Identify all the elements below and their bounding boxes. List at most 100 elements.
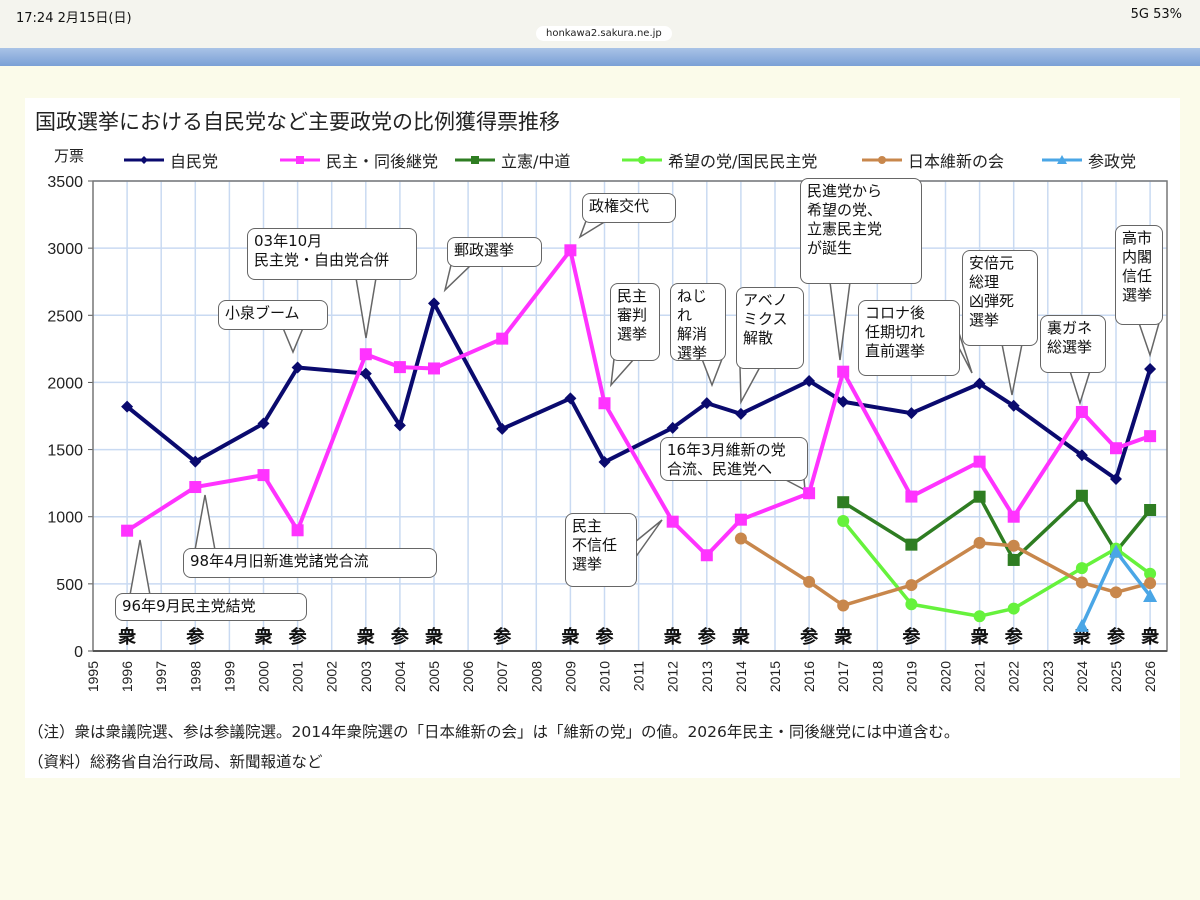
x-tick-label: 2019 xyxy=(903,661,919,692)
data-point xyxy=(1110,586,1122,599)
legend-item-dpfp: 希望の党/国民民主党 xyxy=(620,148,817,172)
y-axis-label: 万票 xyxy=(54,147,85,165)
data-point xyxy=(1110,442,1122,455)
x-tick-label: 1995 xyxy=(85,661,101,692)
y-tick-label: 1000 xyxy=(47,510,83,527)
data-point xyxy=(564,244,577,257)
y-tick-label: 2000 xyxy=(47,375,83,392)
annotation-callout: ねじれ 解消 選挙 xyxy=(670,283,726,362)
data-point xyxy=(393,361,406,374)
data-point xyxy=(1007,399,1020,412)
series-line-cdp xyxy=(842,494,1152,562)
callout-pointer xyxy=(739,366,762,405)
legend-swatch-icon xyxy=(280,156,320,164)
x-tick-label: 2007 xyxy=(494,661,510,692)
election-type-label: 参 xyxy=(902,626,921,648)
election-type-label: 衆 xyxy=(118,626,136,648)
data-point xyxy=(803,575,816,588)
election-type-label: 参 xyxy=(186,626,205,648)
annotation-callout: 民進党から 希望の党、 立憲民主党 が誕生 xyxy=(800,178,922,284)
legend-label: 日本維新の会 xyxy=(908,152,1005,171)
series-ishin xyxy=(734,532,1157,612)
annotation-callout: アベノ ミクス 解散 xyxy=(736,287,804,369)
data-point xyxy=(291,524,304,537)
data-point xyxy=(1007,553,1020,566)
x-tick-label: 2011 xyxy=(631,661,647,691)
data-point xyxy=(189,455,202,468)
election-type-label: 参 xyxy=(289,626,308,648)
status-signal-battery: 5G 53% xyxy=(1130,7,1182,22)
data-point xyxy=(359,367,372,380)
callout-pointer xyxy=(281,327,305,354)
data-point xyxy=(1007,539,1020,552)
election-type-label: 衆 xyxy=(357,626,375,648)
data-point xyxy=(803,487,816,500)
callout-pointer xyxy=(355,277,377,339)
site-banner xyxy=(0,48,1200,66)
x-tick-label: 2010 xyxy=(597,661,613,692)
data-point xyxy=(837,395,850,408)
data-point xyxy=(121,400,134,413)
annotation-callout: 高市 内閣 信任 選挙 xyxy=(1115,225,1163,325)
data-point xyxy=(291,361,304,374)
x-tick-label: 2000 xyxy=(256,661,272,692)
y-tick-label: 0 xyxy=(74,644,83,661)
x-tick-label: 1996 xyxy=(119,661,135,692)
status-time: 17:24 2月15日(日) xyxy=(16,11,132,26)
election-type-label: 参 xyxy=(1005,626,1024,648)
data-point xyxy=(1075,449,1088,462)
legend-swatch-icon xyxy=(1042,155,1082,164)
y-tick-label: 3000 xyxy=(47,241,83,258)
callout-pointer xyxy=(1137,322,1160,358)
election-type-label: 衆 xyxy=(732,626,750,648)
data-point xyxy=(1143,588,1158,602)
x-tick-label: 2014 xyxy=(733,661,749,692)
x-tick-label: 2018 xyxy=(869,661,885,692)
callout-pointer xyxy=(700,358,724,388)
legend-swatch-icon xyxy=(124,156,164,164)
data-point xyxy=(973,377,986,390)
url-bar[interactable]: honkawa2.sakura.ne.jp xyxy=(536,26,672,41)
annotation-callout: 民主 不信任 選挙 xyxy=(565,513,637,587)
data-point xyxy=(1075,405,1088,418)
callout-pointer xyxy=(129,539,151,596)
data-point xyxy=(496,332,509,345)
y-tick-label: 3500 xyxy=(47,174,83,191)
legend-label: 参政党 xyxy=(1088,152,1137,171)
x-tick-label: 2012 xyxy=(665,661,681,692)
election-type-label: 参 xyxy=(391,626,410,648)
data-point xyxy=(837,515,850,528)
y-tick-label: 2500 xyxy=(47,308,83,325)
y-tick-label: 1500 xyxy=(47,443,83,460)
x-tick-label: 2013 xyxy=(699,661,715,692)
data-point xyxy=(1075,576,1088,589)
data-point xyxy=(564,392,577,405)
x-tick-label: 2021 xyxy=(972,661,988,692)
data-point xyxy=(973,610,986,623)
election-type-label: 参 xyxy=(596,626,615,648)
callout-pointer xyxy=(829,281,851,361)
data-point xyxy=(257,417,270,430)
data-point xyxy=(1007,510,1020,523)
data-point xyxy=(1075,562,1088,575)
data-point xyxy=(905,538,918,551)
x-tick-label: 2003 xyxy=(358,661,374,692)
data-point xyxy=(496,422,509,435)
callout-pointer xyxy=(194,494,216,551)
election-type-label: 参 xyxy=(1107,626,1126,648)
annotation-callout: 小泉ブーム xyxy=(218,300,328,330)
legend-item-ldp: 自民党 xyxy=(122,148,218,172)
x-tick-label: 2022 xyxy=(1006,661,1022,692)
x-tick-label: 2006 xyxy=(460,661,476,692)
data-point xyxy=(1007,602,1020,615)
data-point xyxy=(905,598,918,611)
data-point xyxy=(666,421,679,434)
footnote-note: （注）衆は衆議院選、参は参議院選。2014年衆院選の「日本維新の会」は「維新の党… xyxy=(28,723,960,741)
x-tick-label: 1998 xyxy=(187,661,203,692)
annotation-callout: 政権交代 xyxy=(582,193,676,223)
annotation-callout: 郵政選挙 xyxy=(447,237,542,267)
data-point xyxy=(1075,489,1088,502)
x-tick-label: 1997 xyxy=(153,661,169,692)
data-point xyxy=(837,496,850,509)
data-point xyxy=(1144,430,1157,443)
